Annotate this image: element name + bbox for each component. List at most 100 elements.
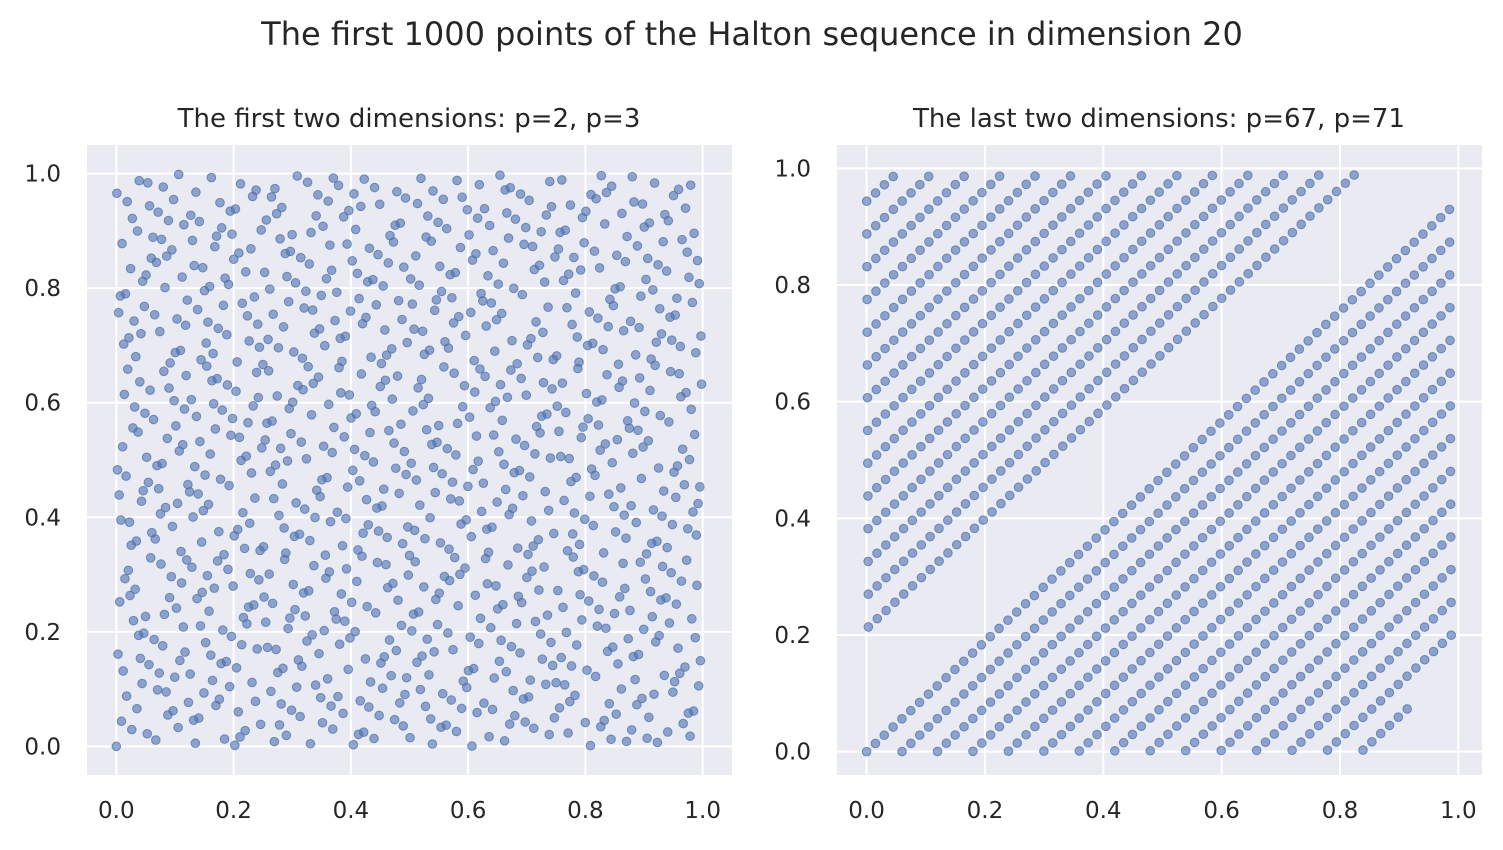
data-point — [1206, 590, 1217, 600]
data-point — [898, 392, 908, 403]
data-point — [1021, 664, 1031, 675]
data-point — [222, 380, 233, 390]
data-point — [118, 666, 128, 676]
data-point — [1163, 729, 1173, 740]
data-point — [1393, 581, 1403, 591]
data-point — [400, 689, 410, 700]
data-point — [1428, 581, 1439, 591]
data-point — [149, 634, 159, 645]
data-point — [1419, 654, 1430, 665]
data-point — [332, 507, 343, 518]
data-point — [156, 234, 167, 245]
data-point — [1180, 680, 1191, 690]
data-point — [606, 734, 616, 745]
data-point — [601, 623, 611, 634]
data-point — [602, 369, 612, 380]
data-point — [872, 581, 882, 591]
data-point — [1242, 688, 1253, 698]
data-point — [898, 491, 909, 501]
data-point — [148, 414, 159, 425]
data-point — [1410, 499, 1421, 510]
data-point — [382, 532, 392, 543]
data-point — [1101, 367, 1112, 378]
data-point — [454, 496, 465, 506]
data-point — [1295, 639, 1306, 649]
data-point — [1198, 598, 1208, 609]
data-point — [1331, 606, 1341, 616]
data-point — [350, 626, 360, 637]
data-point — [452, 175, 462, 186]
data-point — [1287, 227, 1298, 238]
data-point — [1260, 606, 1270, 616]
data-point — [1250, 516, 1261, 526]
data-point — [1427, 352, 1438, 362]
data-point — [1242, 721, 1253, 731]
data-point — [1224, 606, 1235, 617]
data-point — [604, 698, 615, 709]
data-point — [1163, 342, 1174, 353]
data-point — [603, 321, 614, 332]
data-point — [1393, 646, 1403, 657]
data-point — [535, 629, 546, 639]
data-point — [151, 735, 161, 745]
data-point — [389, 438, 399, 448]
data-point — [291, 682, 302, 692]
data-point — [626, 500, 636, 511]
data-point — [1287, 745, 1297, 756]
data-point — [1039, 326, 1050, 337]
data-point — [1074, 713, 1085, 724]
data-point — [1198, 729, 1209, 739]
data-point — [561, 627, 572, 638]
data-point — [350, 224, 361, 235]
data-point — [1189, 187, 1200, 197]
data-point — [193, 489, 203, 499]
data-point — [1048, 220, 1058, 230]
data-point — [165, 358, 175, 368]
data-point — [690, 632, 701, 643]
data-point — [1022, 343, 1032, 353]
data-point — [1225, 704, 1235, 715]
data-point — [924, 433, 935, 444]
data-point — [476, 288, 486, 299]
data-point — [1109, 582, 1119, 592]
data-point — [1269, 696, 1279, 707]
data-point — [1285, 352, 1296, 363]
data-point — [1057, 441, 1068, 451]
data-point — [1145, 647, 1155, 658]
data-point — [897, 229, 908, 239]
data-point — [1146, 326, 1156, 337]
data-point — [1277, 426, 1287, 436]
data-point — [594, 604, 604, 615]
data-point — [669, 467, 679, 477]
data-point — [871, 286, 881, 297]
data-point — [226, 631, 237, 642]
data-point — [456, 703, 467, 714]
data-point — [1295, 606, 1306, 616]
data-point — [654, 303, 665, 314]
data-point — [1330, 573, 1341, 584]
data-point — [366, 400, 377, 411]
data-point — [1340, 663, 1350, 674]
data-point — [666, 335, 677, 345]
data-point — [950, 697, 960, 708]
data-point — [1188, 508, 1199, 518]
data-point — [376, 658, 386, 668]
data-point — [942, 449, 953, 460]
data-point — [386, 670, 396, 681]
data-point — [905, 705, 916, 716]
data-point — [1339, 597, 1350, 608]
data-point — [1109, 647, 1120, 658]
data-point — [364, 243, 375, 254]
data-point — [451, 450, 461, 460]
data-point — [333, 180, 344, 191]
data-point — [1446, 564, 1456, 575]
data-point — [1084, 416, 1095, 427]
data-point — [1154, 220, 1165, 230]
data-point — [1268, 598, 1279, 608]
data-point — [625, 605, 635, 616]
data-point — [1374, 499, 1385, 510]
data-point — [453, 600, 463, 611]
data-point — [1216, 712, 1226, 723]
data-point — [1410, 433, 1420, 444]
data-point — [272, 391, 283, 401]
